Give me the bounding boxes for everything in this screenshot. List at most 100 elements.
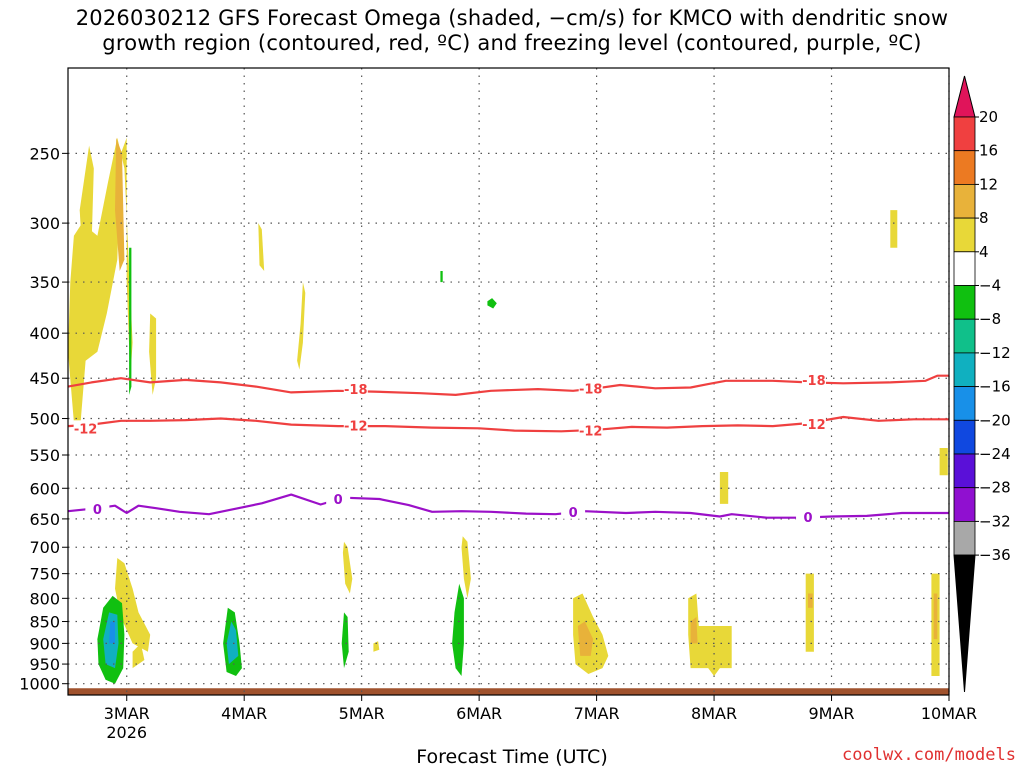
y-tick-label: 500 (29, 410, 60, 429)
y-tick-label: 650 (29, 510, 60, 529)
y-tick-label: 550 (29, 446, 60, 465)
colorbar-label: −4 (979, 277, 1001, 295)
colorbar-bottom-arrow (953, 554, 976, 693)
omega-yellow-2 (79, 145, 94, 271)
freezing-level-0-label-bg (561, 503, 586, 519)
omega-orange-4 (808, 593, 813, 608)
omega-yellow-3 (149, 313, 157, 395)
dgz-minus-18-label-bg (343, 381, 368, 397)
omega-orange-5 (933, 593, 938, 640)
omega-green-1 (129, 247, 132, 395)
omega-green-7 (452, 583, 464, 676)
colorbar-segment (953, 487, 976, 522)
dgz-minus-12-label: -12 (579, 425, 603, 440)
colorbar-label: −8 (979, 310, 1001, 328)
omega-yellow-10 (132, 643, 145, 669)
credit-link[interactable]: coolwx.com/models (842, 745, 1016, 765)
colorbar-label: 20 (979, 108, 998, 126)
colorbar-segment (953, 150, 976, 185)
freezing-level-0-label: 0 (334, 493, 343, 508)
colorbar-label: 16 (979, 142, 998, 160)
dgz-minus-12-label: -12 (344, 419, 368, 434)
omega-yellow-11 (342, 541, 353, 594)
freezing-level-0-label-bg (326, 490, 351, 506)
colorbar-label: −36 (979, 546, 1011, 564)
omega-yellow-13 (461, 536, 471, 599)
y-tick-label: 250 (29, 144, 60, 163)
x-tick-sublabel: 2026 (106, 723, 147, 742)
colorbar-segment (953, 285, 976, 320)
dgz-minus-12-label-bg (801, 415, 826, 431)
colorbar-label: 8 (979, 209, 989, 227)
colorbar-segment (953, 217, 976, 253)
omega-green-3 (440, 271, 443, 283)
freezing-level-0-label: 0 (93, 503, 102, 518)
omega-orange-1 (115, 137, 125, 271)
omega-green-2 (487, 298, 497, 309)
colorbar-label: −12 (979, 344, 1011, 362)
y-tick-label: 1000 (19, 675, 60, 694)
ground-strip (68, 688, 949, 695)
dgz-minus-18-label: -18 (802, 374, 826, 389)
dgz-minus-18-label-bg (578, 380, 603, 396)
omega-orange-3 (690, 617, 698, 644)
colorbar-segment (953, 352, 976, 387)
x-tick-label: 7MAR (574, 704, 620, 723)
y-tick-label: 600 (29, 479, 60, 498)
colorbar-segment (953, 116, 976, 152)
omega-yellow-15 (688, 593, 732, 676)
colorbar-segment (953, 318, 976, 354)
omega-shading-layer (68, 137, 948, 684)
omega-blue-1 (109, 621, 115, 644)
y-tick-label: 400 (29, 324, 60, 343)
colorbar-segment (953, 419, 976, 455)
dgz-minus-18-label-bg (801, 371, 826, 387)
colorbar-label: −16 (979, 378, 1011, 396)
dgz-minus-12-label: -12 (802, 418, 826, 433)
freezing-level-0-label-bg (796, 509, 821, 525)
x-tick-label: 4MAR (221, 704, 267, 723)
y-tick-label: 700 (29, 538, 60, 557)
dgz-minus-12-label-bg (73, 420, 98, 436)
colorbar-segment (953, 251, 976, 286)
colorbar-label: −28 (979, 479, 1011, 497)
x-tick-label: 5MAR (339, 704, 385, 723)
omega-yellow-9 (115, 558, 151, 652)
y-tick-label: 750 (29, 565, 60, 584)
dgz-minus-12-label-bg (343, 417, 368, 433)
y-tick-label: 950 (29, 655, 60, 674)
freezing-level-0-label-bg (85, 500, 110, 516)
omega-yellow-5 (297, 282, 306, 370)
omega-yellow-6 (890, 210, 898, 248)
colorbar-label: −20 (979, 411, 1011, 429)
colorbar-top-arrow (953, 75, 976, 118)
contour-layer: -18 -18 -18 -12 -12 -12 -12 0 0 0 0 (67, 371, 949, 526)
colorbar-segment (953, 183, 976, 219)
omega-colorbar: 20 16 12 8 4 −4 −8 −12 −16 −20 −24 −28 −32 −36 (953, 75, 1011, 693)
omega-yellow-16 (805, 573, 814, 652)
colorbar-label: 12 (979, 175, 998, 193)
x-tick-label: 3MAR (104, 704, 150, 723)
y-tick-label: 300 (29, 214, 60, 233)
y-axis-pressure: 250 300 350 400 450 500 550 600 650 700 750 800 850 9… (19, 144, 68, 694)
omega-yellow-1 (68, 137, 133, 434)
colorbar-segment (953, 521, 976, 556)
x-tick-label: 6MAR (456, 704, 502, 723)
omega-orange-2 (577, 621, 594, 656)
dgz-minus-12-label: -12 (74, 422, 98, 437)
x-axis-label: Forecast Time (UTC) (416, 746, 608, 768)
omega-yellow-8 (719, 472, 729, 504)
plot-frame (67, 67, 950, 696)
x-tick-label: 8MAR (691, 704, 737, 723)
omega-green-6 (341, 612, 349, 669)
omega-yellow-4 (258, 223, 265, 271)
omega-yellow-14 (573, 593, 609, 674)
omega-yellow-7 (939, 448, 948, 476)
omega-cyan-2 (226, 621, 239, 665)
freezing-level-0-label: 0 (569, 506, 578, 521)
y-tick-label: 800 (29, 589, 60, 608)
y-tick-label: 850 (29, 613, 60, 632)
x-tick-label: 9MAR (809, 704, 855, 723)
chart-title-line-1: 2026030212 GFS Forecast Omega (shaded, −… (75, 6, 949, 30)
freezing-level-0-line (67, 493, 949, 519)
